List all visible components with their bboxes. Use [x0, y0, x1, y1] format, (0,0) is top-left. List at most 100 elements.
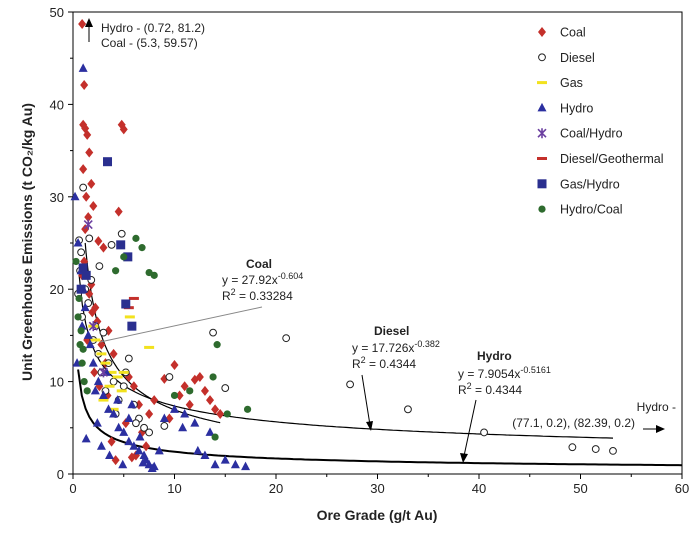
top-arrow-head	[85, 18, 93, 27]
hydro-point	[193, 445, 203, 455]
diesel-point	[568, 443, 577, 452]
hydro-point	[127, 399, 137, 409]
coal-eq-r2: R2 = 0.33284	[222, 287, 293, 303]
hydro_coal-point	[112, 267, 120, 275]
coal-eq-formula: y = 27.92x-0.604	[222, 271, 303, 287]
x-tick-label: 60	[675, 481, 689, 496]
gas-point	[96, 352, 107, 356]
y-tick-label: 20	[50, 282, 64, 297]
hydro-point	[73, 238, 83, 247]
coal-point	[119, 124, 128, 135]
coal_hydro-point	[88, 321, 98, 332]
coal-point	[114, 206, 123, 217]
legend-marker-hydro	[537, 102, 547, 112]
diesel-point	[591, 445, 600, 453]
coal-point	[150, 395, 159, 406]
coal-leader-line	[99, 306, 263, 343]
coal-point	[79, 164, 88, 175]
legend-label-coal_hydro: Coal/Hydro	[560, 127, 623, 141]
x-tick-label: 50	[573, 481, 587, 496]
top-annotation-line-1: Hydro - (0.72, 81.2)	[101, 21, 205, 35]
hydro-point	[70, 191, 80, 201]
diesel-point	[107, 240, 116, 249]
coal-point	[200, 385, 209, 396]
coal-point	[90, 367, 99, 378]
diesel-eq-r2: R2 = 0.4344	[352, 355, 416, 371]
hydro-point	[230, 459, 240, 469]
coal-point	[89, 201, 98, 212]
series-coal	[78, 19, 225, 466]
y-tick-label: 40	[50, 97, 64, 112]
hydro-point	[96, 441, 106, 450]
gas_hydro-point	[116, 240, 126, 250]
diesel-eq-title: Diesel	[374, 324, 409, 338]
hydro-point	[124, 413, 134, 423]
hydro_coal-point	[120, 253, 128, 261]
x-tick-label: 0	[69, 481, 76, 496]
hydro-point	[85, 339, 95, 349]
diesel-fit-curve	[78, 274, 614, 439]
legend-label-gas_hydro: Gas/Hydro	[560, 177, 620, 191]
coal-point	[175, 390, 184, 401]
gas-point	[98, 398, 109, 402]
hydro_coal-point	[243, 405, 252, 413]
hydro-point	[154, 445, 164, 455]
coal-point	[78, 19, 87, 30]
gas-point	[100, 361, 111, 365]
y-axis-label: Unit Greenhouse Emissions (t CO₂/kg Au)	[19, 103, 35, 381]
legend-marker-coal_hydro	[537, 128, 547, 139]
coal-point	[111, 455, 120, 466]
hydro_coal-point	[138, 244, 146, 252]
y-tick-label: 50	[50, 5, 64, 20]
coal-point	[97, 339, 106, 350]
hydro-point	[98, 390, 108, 399]
legend-item-gas_hydro: Gas/Hydro	[537, 177, 620, 191]
legend: Coal Diesel Gas Hydro Coal/Hydro Diesel/Geoth…	[537, 26, 664, 217]
gas-point	[112, 375, 123, 379]
data-points	[70, 19, 617, 472]
gas_hydro-point	[127, 321, 137, 331]
coal-equation-annotation: Coal y = 27.92x-0.604 R2 = 0.33284	[99, 257, 303, 343]
top-annotation-line-2: Coal - (5.3, 59.57)	[101, 36, 198, 50]
hydro-point	[129, 441, 139, 450]
coal-point	[88, 307, 97, 318]
hydro-point	[159, 413, 169, 423]
x-tick-label: 30	[370, 481, 384, 496]
hydro-eq-formula: y = 7.9054x-0.5161	[458, 365, 551, 381]
top-annotation: Hydro - (0.72, 81.2) Coal - (5.3, 59.57)	[85, 18, 205, 50]
hydro-point	[80, 302, 90, 312]
diesel-point	[84, 299, 93, 307]
plot-area	[72, 11, 683, 475]
hydro_coal-point	[78, 359, 86, 367]
hydro_coal-point	[79, 345, 87, 353]
hydro-point	[114, 422, 124, 432]
hydro-arrow-head	[460, 453, 468, 463]
coal-point	[83, 129, 92, 140]
hydro_coal-point	[75, 294, 83, 303]
legend-marker-hydro_coal	[538, 205, 546, 213]
diesel-eq-formula: y = 17.726x-0.382	[352, 339, 440, 355]
y-tick-label: 0	[57, 467, 64, 482]
coal-point	[84, 212, 93, 223]
gas-point	[116, 389, 127, 393]
hydro-point	[210, 459, 220, 469]
gas-point	[124, 315, 135, 319]
gas_hydro-point	[78, 263, 88, 273]
diesel-point	[145, 428, 154, 437]
legend-item-gas: Gas	[537, 76, 583, 90]
legend-item-diesel: Diesel	[538, 51, 595, 65]
diesel-point	[99, 328, 108, 337]
coal-point	[216, 408, 225, 419]
legend-marker-gas	[537, 81, 547, 85]
hydro_coal-point	[72, 257, 80, 266]
diesel-point	[209, 328, 217, 337]
hydro-point	[190, 418, 200, 427]
hydro-equation-annotation: Hydro y = 7.9054x-0.5161 R2 = 0.4344	[458, 349, 551, 463]
coal-point	[180, 381, 189, 392]
diesel-point	[124, 354, 133, 363]
x-tick-label: 20	[269, 481, 283, 496]
hydro-point	[180, 408, 190, 418]
diesel-point	[95, 262, 104, 271]
hydro_coal-point	[74, 313, 82, 321]
hydro-point	[200, 450, 210, 460]
